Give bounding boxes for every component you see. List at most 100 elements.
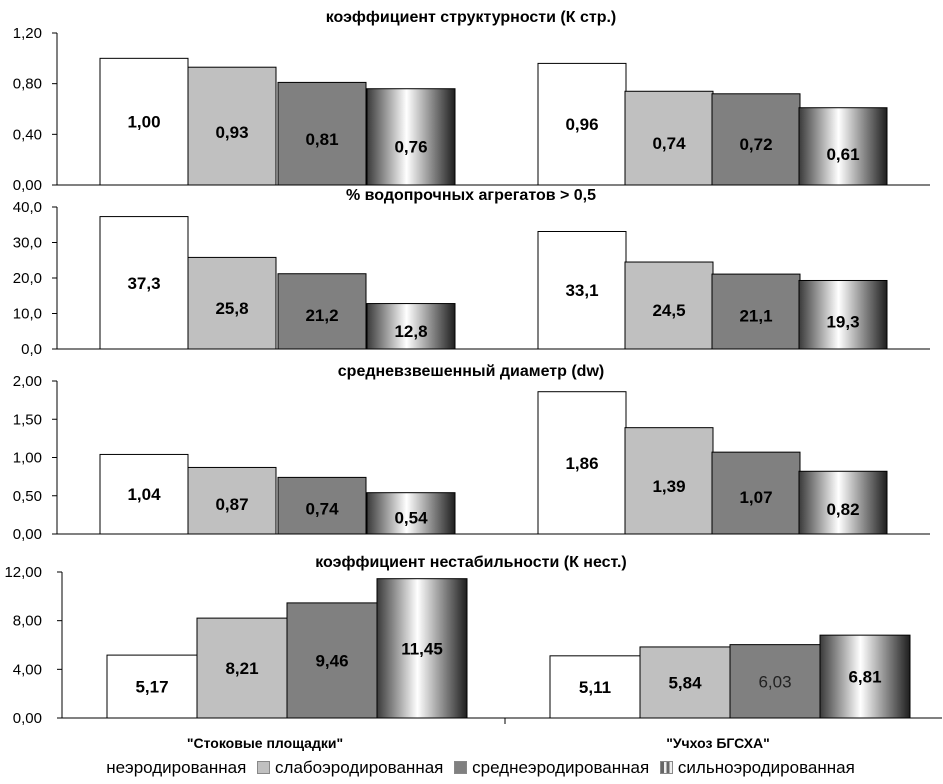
legend-item-neerod: неэродированная bbox=[88, 758, 246, 778]
legend-label: сильноэродированная bbox=[677, 758, 855, 777]
y-tick-label: 40,0 bbox=[13, 199, 42, 216]
data-label: 1,00 bbox=[127, 113, 160, 132]
data-label: 25,8 bbox=[215, 299, 248, 318]
data-label: 37,3 bbox=[127, 274, 160, 293]
y-tick-label: 0,00 bbox=[13, 526, 42, 543]
bar-sredne bbox=[277, 476, 367, 535]
y-tick-label: 0,00 bbox=[13, 177, 42, 194]
bar-silno bbox=[366, 303, 456, 350]
bar-silno bbox=[366, 492, 456, 535]
y-tick-label: 0,00 bbox=[13, 710, 42, 727]
y-tick-label: 1,00 bbox=[13, 450, 42, 467]
bar-sredne bbox=[711, 273, 801, 350]
data-label: 5,84 bbox=[668, 673, 702, 692]
legend-label: слабоэродированная bbox=[275, 758, 444, 777]
data-label: 12,8 bbox=[394, 322, 427, 341]
data-label: 1,07 bbox=[739, 488, 772, 507]
legend-swatch-neerod bbox=[88, 761, 102, 774]
bar-slabo bbox=[624, 261, 714, 350]
bar-sredne bbox=[711, 93, 801, 186]
y-tick-label: 8,00 bbox=[13, 613, 42, 630]
data-label: 8,21 bbox=[225, 659, 258, 678]
data-label: 21,1 bbox=[739, 306, 772, 325]
bar-neerod bbox=[99, 57, 189, 186]
data-label: 0,93 bbox=[215, 123, 248, 142]
bar-sredne bbox=[711, 451, 801, 535]
chart-title: % водопрочных агрегатов > 0,5 bbox=[346, 187, 596, 204]
data-label: 6,03 bbox=[758, 672, 791, 691]
bar-neerod bbox=[106, 654, 198, 719]
data-label: 0,74 bbox=[305, 500, 339, 519]
data-label: 9,46 bbox=[315, 651, 348, 670]
chart-legend: неэродированная слабоэродированная средн… bbox=[0, 758, 943, 778]
bar-neerod bbox=[537, 230, 627, 350]
bar-neerod bbox=[537, 391, 627, 535]
chart-title: коэффициент структурности (К стр.) bbox=[326, 9, 617, 26]
data-label: 0,61 bbox=[826, 145, 859, 164]
bar-slabo bbox=[624, 90, 714, 186]
bar-neerod bbox=[549, 655, 641, 719]
y-tick-label: 0,80 bbox=[13, 76, 42, 93]
y-tick-label: 0,0 bbox=[21, 341, 42, 358]
data-label: 1,04 bbox=[127, 485, 161, 504]
bar-silno bbox=[366, 88, 456, 186]
x-category-label: "Учхоз БГСХА" bbox=[666, 735, 770, 751]
y-tick-label: 10,0 bbox=[13, 306, 42, 323]
x-category-label: "Стоковые площадки" bbox=[187, 735, 343, 751]
data-label: 0,82 bbox=[826, 500, 859, 519]
bar-sredne bbox=[277, 273, 367, 350]
data-label: 1,39 bbox=[652, 477, 685, 496]
chart-title: коэффициент нестабильности (К нест.) bbox=[315, 554, 626, 571]
bar-silno bbox=[798, 107, 888, 186]
legend-item-slabo: слабоэродированная bbox=[257, 758, 443, 778]
y-tick-label: 0,40 bbox=[13, 126, 42, 143]
bar-sredne bbox=[277, 81, 367, 186]
bar-silno bbox=[798, 279, 888, 350]
data-label: 21,2 bbox=[305, 306, 338, 325]
y-tick-label: 1,20 bbox=[13, 25, 42, 42]
data-label: 1,86 bbox=[565, 454, 598, 473]
bar-neerod bbox=[99, 453, 189, 535]
bar-slabo bbox=[187, 256, 277, 350]
bar-slabo bbox=[639, 646, 731, 719]
bar-neerod bbox=[537, 62, 627, 186]
legend-item-silno: сильноэродированная bbox=[659, 758, 855, 778]
legend-item-sredne: среднеэродированная bbox=[454, 758, 649, 778]
bar-silno bbox=[798, 470, 888, 535]
data-label: 24,5 bbox=[652, 301, 685, 320]
legend-swatch-silno bbox=[659, 761, 673, 774]
legend-label: среднеэродированная bbox=[472, 758, 650, 777]
data-label: 11,45 bbox=[401, 639, 443, 658]
y-tick-label: 4,00 bbox=[13, 661, 42, 678]
bar-sredne bbox=[729, 644, 821, 719]
legend-swatch-slabo bbox=[257, 761, 271, 774]
data-label: 33,1 bbox=[565, 281, 598, 300]
data-label: 5,11 bbox=[579, 678, 611, 697]
y-tick-label: 1,50 bbox=[13, 411, 42, 428]
data-label: 0,81 bbox=[305, 130, 338, 149]
data-label: 5,17 bbox=[135, 678, 168, 697]
bar-silno bbox=[376, 578, 468, 719]
bar-silno bbox=[819, 634, 911, 719]
data-label: 0,96 bbox=[565, 115, 598, 134]
y-tick-label: 20,0 bbox=[13, 270, 42, 287]
chart-title: средневзвешенный диаметр (dw) bbox=[338, 363, 604, 380]
data-label: 19,3 bbox=[826, 313, 859, 332]
bar-slabo bbox=[187, 466, 277, 535]
data-label: 0,54 bbox=[394, 508, 428, 527]
bar-neerod bbox=[99, 216, 189, 350]
data-label: 0,74 bbox=[652, 134, 686, 153]
data-label: 0,87 bbox=[215, 495, 248, 514]
y-tick-label: 12,00 bbox=[4, 564, 42, 581]
y-tick-label: 2,00 bbox=[13, 373, 42, 390]
legend-label: неэродированная bbox=[106, 758, 247, 777]
data-label: 0,76 bbox=[394, 137, 427, 156]
y-tick-label: 30,0 bbox=[13, 235, 42, 252]
legend-swatch-sredne bbox=[454, 761, 468, 774]
data-label: 0,72 bbox=[739, 135, 772, 154]
y-tick-label: 0,50 bbox=[13, 488, 42, 505]
data-label: 6,81 bbox=[848, 668, 881, 687]
bar-slabo bbox=[187, 66, 277, 186]
